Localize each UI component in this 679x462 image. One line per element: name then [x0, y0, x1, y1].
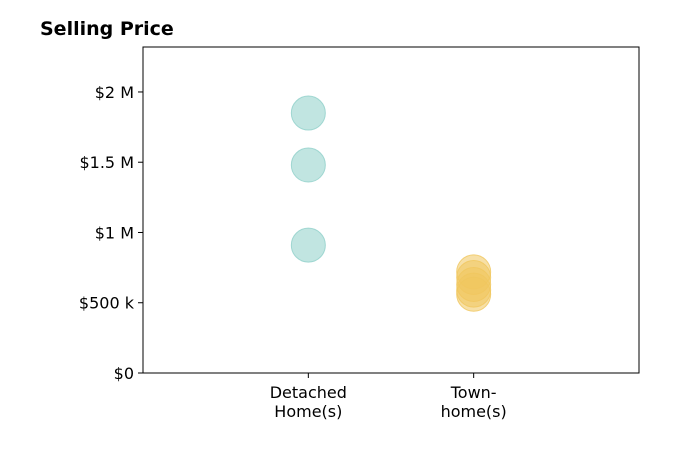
chart-title: Selling Price [40, 18, 174, 40]
x-tick-label: Home(s) [274, 402, 342, 421]
y-tick-label: $0 [114, 364, 134, 383]
point [290, 227, 326, 263]
point [456, 276, 492, 312]
y-tick-label: $1 M [95, 223, 134, 242]
x-tick-label: Detached [270, 383, 347, 402]
plot-frame [142, 46, 640, 374]
x-tick-label: home(s) [441, 402, 507, 421]
y-tick-label: $1.5 M [79, 153, 134, 172]
point [290, 95, 326, 131]
y-tick-label: $500 k [79, 294, 135, 313]
point [290, 147, 326, 183]
x-tick-label: Town- [450, 383, 497, 402]
y-tick-label: $2 M [95, 83, 134, 102]
